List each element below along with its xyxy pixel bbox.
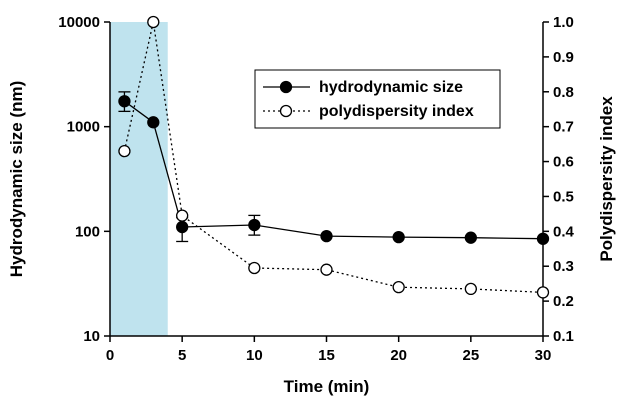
y-right-tick-label: 0.9: [553, 49, 574, 66]
data-point-series-1: [320, 263, 333, 276]
y-right-tick-label: 0.5: [553, 188, 574, 205]
legend-label-0: hydrodynamic size: [319, 79, 463, 96]
data-point-series-0: [248, 218, 261, 232]
data-point-series-1: [176, 209, 189, 222]
y-right-tick-label: 0.8: [553, 84, 574, 101]
x-tick-label: 20: [390, 347, 407, 364]
y-right-tick-label: 0.4: [553, 223, 575, 240]
data-point-series-0: [392, 230, 405, 244]
y-right-tick-label: 1.0: [553, 14, 574, 31]
legend-marker-1: [279, 104, 293, 118]
legend-marker-0: [279, 80, 293, 94]
data-point-series-1: [248, 261, 261, 275]
y-left-tick-label: 100: [75, 223, 100, 240]
y-axis-right-label: Polydispersity index: [597, 96, 616, 262]
data-point-series-1: [147, 15, 160, 29]
y-left-tick-label: 10: [83, 328, 100, 345]
ticks: 0 5 10 15 20 25 30 10 100 1000 10000 0.1 0.2 0.3 0.4 0.…: [58, 14, 574, 364]
y-right-tick-label: 0.6: [553, 154, 574, 171]
shaded-region: [110, 22, 168, 336]
legend: hydrodynamic size polydispersity index: [254, 69, 501, 129]
legend-label-1: polydispersity index: [319, 103, 474, 120]
y-left-tick-label: 1000: [67, 119, 100, 136]
x-tick-label: 5: [178, 347, 186, 364]
y-right-tick-label: 0.1: [553, 328, 574, 345]
data-point-series-0: [464, 231, 477, 244]
y-axis-left-label: Hydrodynamic size (nm): [7, 81, 26, 278]
data-point-series-0: [536, 232, 550, 245]
series-group: [118, 15, 550, 299]
data-point-series-0: [118, 95, 131, 108]
x-tick-label: 30: [535, 347, 552, 364]
data-point-series-1: [464, 282, 477, 296]
legend-box: [254, 69, 501, 129]
axes: [109, 22, 544, 337]
x-tick-label: 0: [106, 347, 114, 364]
y-right-tick-label: 0.2: [553, 293, 574, 310]
data-point-series-0: [320, 229, 333, 243]
y-right-tick-label: 0.7: [553, 119, 574, 136]
data-point-series-1: [392, 281, 405, 294]
x-axis-label: Time (min): [284, 377, 370, 396]
x-tick-label: 25: [462, 347, 479, 364]
data-point-series-1: [536, 286, 550, 299]
x-tick-label: 15: [318, 347, 335, 364]
data-point-series-1: [118, 144, 131, 158]
series-line-0: [124, 100, 544, 240]
data-point-series-0: [147, 116, 160, 129]
y-left-tick-label: 10000: [58, 14, 100, 31]
data-point-series-0: [176, 220, 189, 234]
series-line-1: [123, 21, 544, 294]
x-tick-label: 10: [246, 347, 263, 364]
y-right-tick-label: 0.3: [553, 258, 574, 275]
